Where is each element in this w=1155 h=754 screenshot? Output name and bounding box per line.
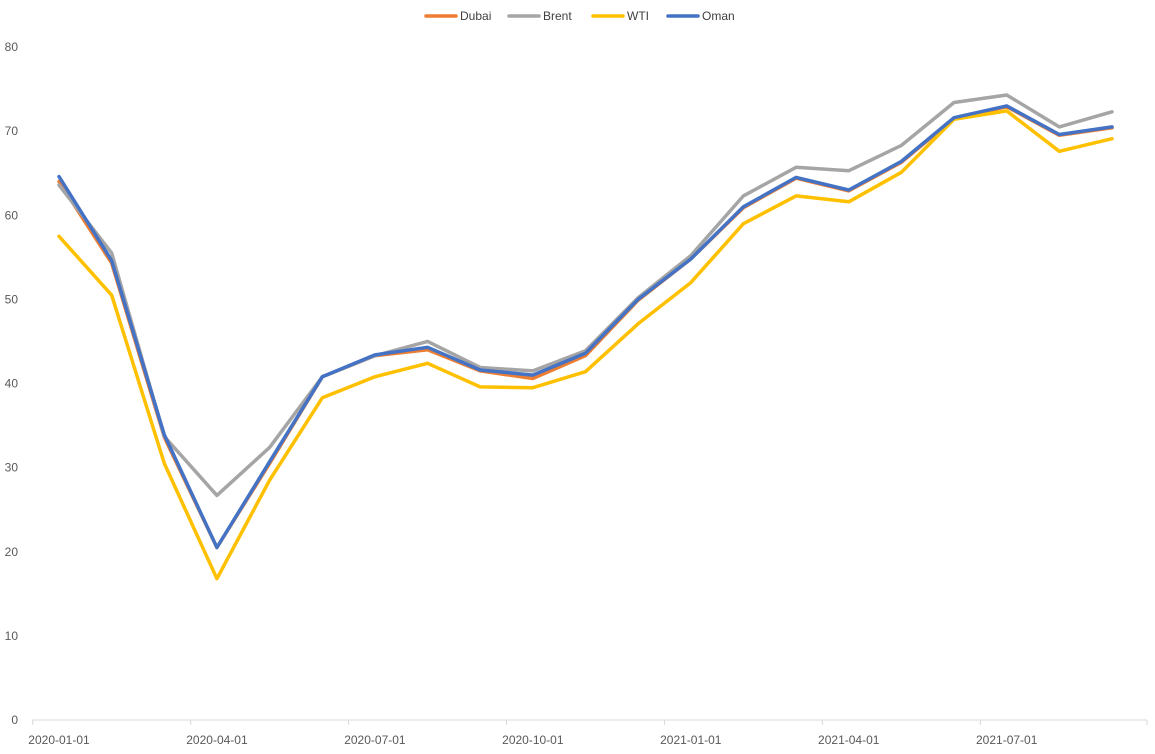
x-tick-label: 2021-04-01 (818, 733, 880, 747)
x-tick-label: 2020-07-01 (344, 733, 406, 747)
y-tick-label: 70 (5, 124, 19, 138)
series-line-oman (57, 104, 1114, 550)
legend-label: WTI (627, 9, 649, 23)
y-tick-label: 0 (11, 713, 18, 727)
legend-label: Brent (543, 9, 572, 23)
y-tick-label: 80 (5, 40, 19, 54)
y-tick-label: 10 (5, 629, 19, 643)
legend: Dubai Brent WTI Oman (424, 9, 735, 23)
legend-item-dubai: Dubai (424, 9, 491, 23)
y-tick-label: 30 (5, 461, 19, 475)
x-tick-label: 2021-07-01 (976, 733, 1038, 747)
y-tick-label: 40 (5, 377, 19, 391)
x-axis: 2020-01-01 2020-04-01 2020-07-01 2020-10-01… (28, 719, 1148, 747)
y-tick-label: 50 (5, 292, 19, 306)
y-tick-label: 60 (5, 208, 19, 222)
x-tick-label: 2021-01-01 (660, 733, 722, 747)
x-tick-label: 2020-04-01 (186, 733, 248, 747)
x-tick-label: 2020-10-01 (502, 733, 564, 747)
series-line-wti (57, 109, 1114, 581)
y-axis: 0 10 20 30 40 50 60 70 80 (5, 40, 19, 727)
legend-item-brent: Brent (507, 9, 572, 23)
series-lines (57, 93, 1114, 581)
y-tick-label: 20 (5, 545, 19, 559)
legend-item-oman: Oman (666, 9, 735, 23)
series-line-brent (57, 93, 1114, 498)
legend-item-wti: WTI (591, 9, 649, 23)
x-tick-label: 2020-01-01 (28, 733, 90, 747)
legend-label: Oman (702, 9, 735, 23)
series-line-dubai (57, 104, 1114, 550)
legend-label: Dubai (460, 9, 491, 23)
